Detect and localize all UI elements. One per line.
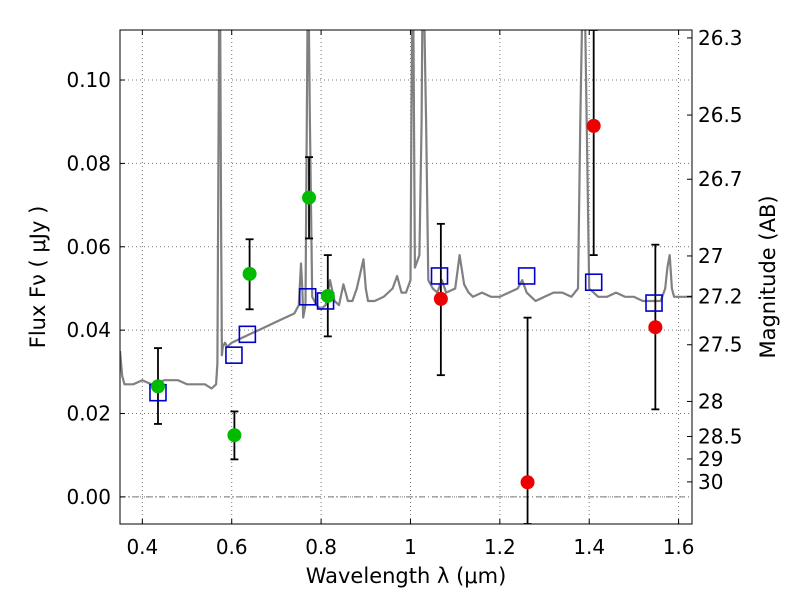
- magnitude-tick-label: 26.3: [698, 26, 743, 50]
- model-photometry-square: [584, 273, 603, 292]
- y-axis-label-right-text: Magnitude (AB): [756, 195, 780, 358]
- plot-frame: [119, 29, 693, 525]
- x-tick-label: 1: [404, 535, 417, 559]
- grid-lines: [120, 30, 692, 524]
- observed-point-green: [320, 288, 335, 303]
- y-axis-label-text: Flux Fν ( μJy ): [26, 206, 50, 349]
- y-axis-label-right: Magnitude (AB): [756, 195, 780, 358]
- magnitude-tick-label: 27: [698, 244, 723, 268]
- x-tick-label: 1.2: [484, 535, 516, 559]
- model-photometry-square: [645, 294, 663, 312]
- model-photometry-square: [238, 325, 257, 344]
- observed-point-red: [648, 320, 663, 335]
- y-tick-label: 0.02: [66, 402, 111, 426]
- magnitude-tick-label: 26.5: [698, 103, 743, 127]
- axes: 0.4 0.6 0.8 1 1.2 1.4 1.6 0.00 0.02 0.04 0.06 0.08 0…: [66, 26, 742, 559]
- x-tick-label: 0.6: [216, 535, 248, 559]
- x-tick-label: 0.4: [126, 535, 158, 559]
- model-photometry-square: [225, 346, 243, 364]
- model-photometry-square: [430, 267, 449, 285]
- observed-point-red: [586, 118, 601, 133]
- observed-point-green: [302, 190, 317, 205]
- y-tick-label: 0.06: [66, 235, 111, 259]
- observed-point-red: [433, 291, 448, 306]
- x-axis-label-text: Wavelength λ (μm): [306, 564, 507, 588]
- x-axis-label: Wavelength λ (μm): [306, 564, 507, 588]
- plot-background: [120, 30, 692, 524]
- y-tick-label: 0.10: [66, 68, 111, 92]
- model-photometry-square: [298, 288, 317, 306]
- x-tick-label: 0.8: [305, 535, 337, 559]
- magnitude-tick-label: 27.2: [698, 284, 743, 308]
- magnitude-tick-label: 26.7: [698, 167, 743, 191]
- model-spectrum-line: [120, 30, 692, 390]
- magnitude-tick-label: 28.5: [698, 424, 743, 448]
- y-tick-label: 0.00: [66, 485, 111, 509]
- observed-point-green: [150, 379, 165, 394]
- observed-point-red: [520, 475, 535, 490]
- observed-point-green: [227, 428, 242, 443]
- x-tick-label: 1.6: [663, 535, 695, 559]
- observed-point-green: [242, 266, 257, 281]
- model-photometry-square: [517, 267, 536, 285]
- x-tick-label: 1.4: [573, 535, 605, 559]
- y-tick-label: 0.04: [66, 318, 111, 342]
- plot-area: [120, 30, 692, 524]
- magnitude-tick-label: 28: [698, 389, 723, 413]
- y-tick-label: 0.08: [66, 151, 111, 175]
- magnitude-tick-label: 29: [698, 447, 723, 471]
- magnitude-tick-label: 30: [698, 470, 723, 494]
- magnitude-tick-label: 27.5: [698, 333, 743, 357]
- y-axis-label: Flux Fν ( μJy ): [26, 206, 50, 349]
